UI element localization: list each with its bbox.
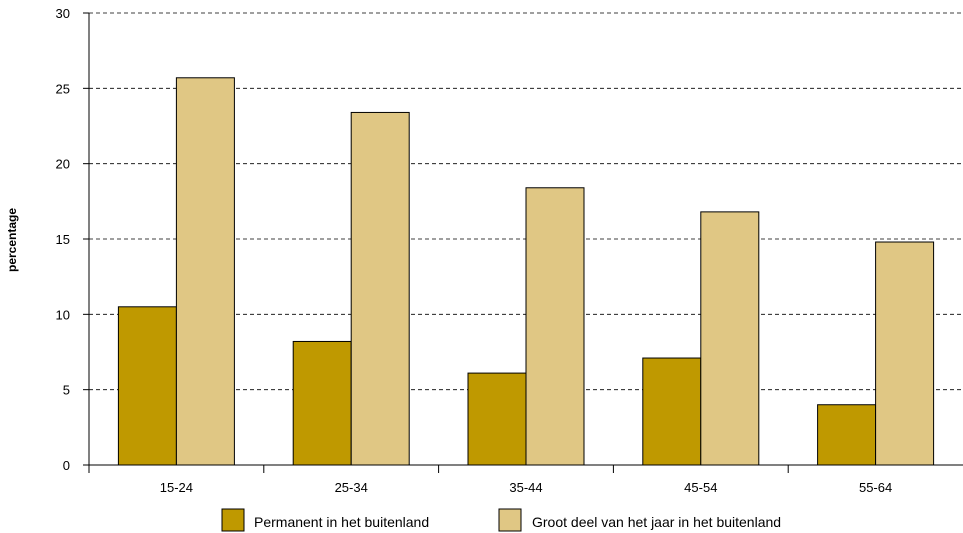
axes (83, 12, 963, 473)
y-tick-label: 20 (56, 157, 70, 172)
y-tick-label: 10 (56, 307, 70, 322)
x-tick-label: 35-44 (509, 480, 542, 495)
legend-label: Groot deel van het jaar in het buitenlan… (532, 514, 781, 530)
bar (117, 306, 177, 466)
legend-swatch (498, 508, 522, 532)
x-tick-label: 15-24 (160, 480, 193, 495)
bar (175, 77, 235, 466)
legend-swatch (221, 508, 245, 532)
y-axis-label: percentage (5, 208, 19, 272)
bars (117, 77, 935, 466)
bar (875, 241, 935, 466)
bar (467, 372, 527, 466)
bar (817, 404, 877, 466)
x-tick-labels: 15-24 25-34 35-44 45-54 55-64 (160, 480, 892, 495)
legend: Permanent in het buitenland Groot deel va… (221, 508, 781, 532)
x-tick-label: 25-34 (335, 480, 368, 495)
legend-label: Permanent in het buitenland (254, 514, 429, 530)
bar (525, 187, 585, 466)
y-tick-label: 25 (56, 81, 70, 96)
bar (642, 357, 702, 466)
bar (350, 111, 410, 466)
x-tick-label: 55-64 (859, 480, 892, 495)
bar (700, 211, 760, 466)
y-tick-labels: 0 5 10 15 20 25 30 (56, 6, 70, 473)
bar (292, 340, 352, 466)
y-tick-label: 30 (56, 6, 70, 21)
y-tick-label: 0 (63, 458, 70, 473)
x-tick-label: 45-54 (684, 480, 717, 495)
y-tick-label: 15 (56, 232, 70, 247)
y-tick-label: 5 (63, 383, 70, 398)
